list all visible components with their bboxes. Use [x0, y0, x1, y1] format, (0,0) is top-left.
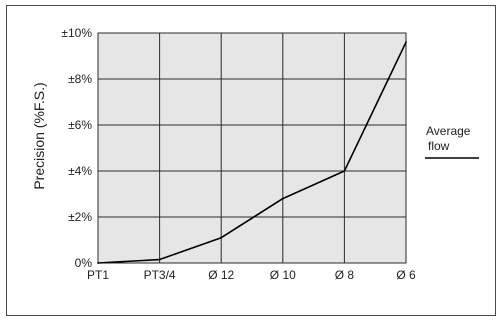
- legend-label-line-1: Average: [426, 124, 471, 138]
- plot-area: [97, 32, 407, 264]
- series-line: [97, 41, 407, 264]
- grid: [98, 33, 406, 263]
- x-tick-label: Ø 12: [208, 268, 234, 282]
- data-point: [281, 197, 284, 200]
- y-tick-label: ±6%: [68, 118, 92, 132]
- y-tick-label: ±10%: [61, 26, 92, 40]
- x-tick-label: PT3/4: [144, 268, 176, 282]
- y-tick-labels: 0% ±2% ±4% ±6% ±8% ±10%: [61, 26, 92, 270]
- x-tick-label: Ø 6: [396, 268, 416, 282]
- legend-label-line-2: flow: [428, 139, 450, 153]
- y-tick-label: ±8%: [68, 72, 92, 86]
- data-point: [97, 262, 99, 264]
- y-tick-label: ±4%: [68, 164, 92, 178]
- y-axis-label: Precision (%F.S.): [31, 82, 47, 189]
- x-tick-label: PT1: [87, 268, 109, 282]
- data-point: [405, 41, 407, 44]
- y-tick-label: ±2%: [68, 210, 92, 224]
- x-tick-labels: PT1 PT3/4 Ø 12 Ø 10 Ø 8 Ø 6: [87, 268, 416, 282]
- data-point: [343, 170, 346, 172]
- x-tick-label: Ø 8: [335, 268, 355, 282]
- x-tick-label: Ø 10: [270, 268, 296, 282]
- data-point: [220, 236, 223, 239]
- data-point: [158, 258, 161, 261]
- legend: Average flow: [425, 124, 479, 159]
- y-tick-label: 0%: [75, 256, 93, 270]
- series-group: [97, 41, 407, 264]
